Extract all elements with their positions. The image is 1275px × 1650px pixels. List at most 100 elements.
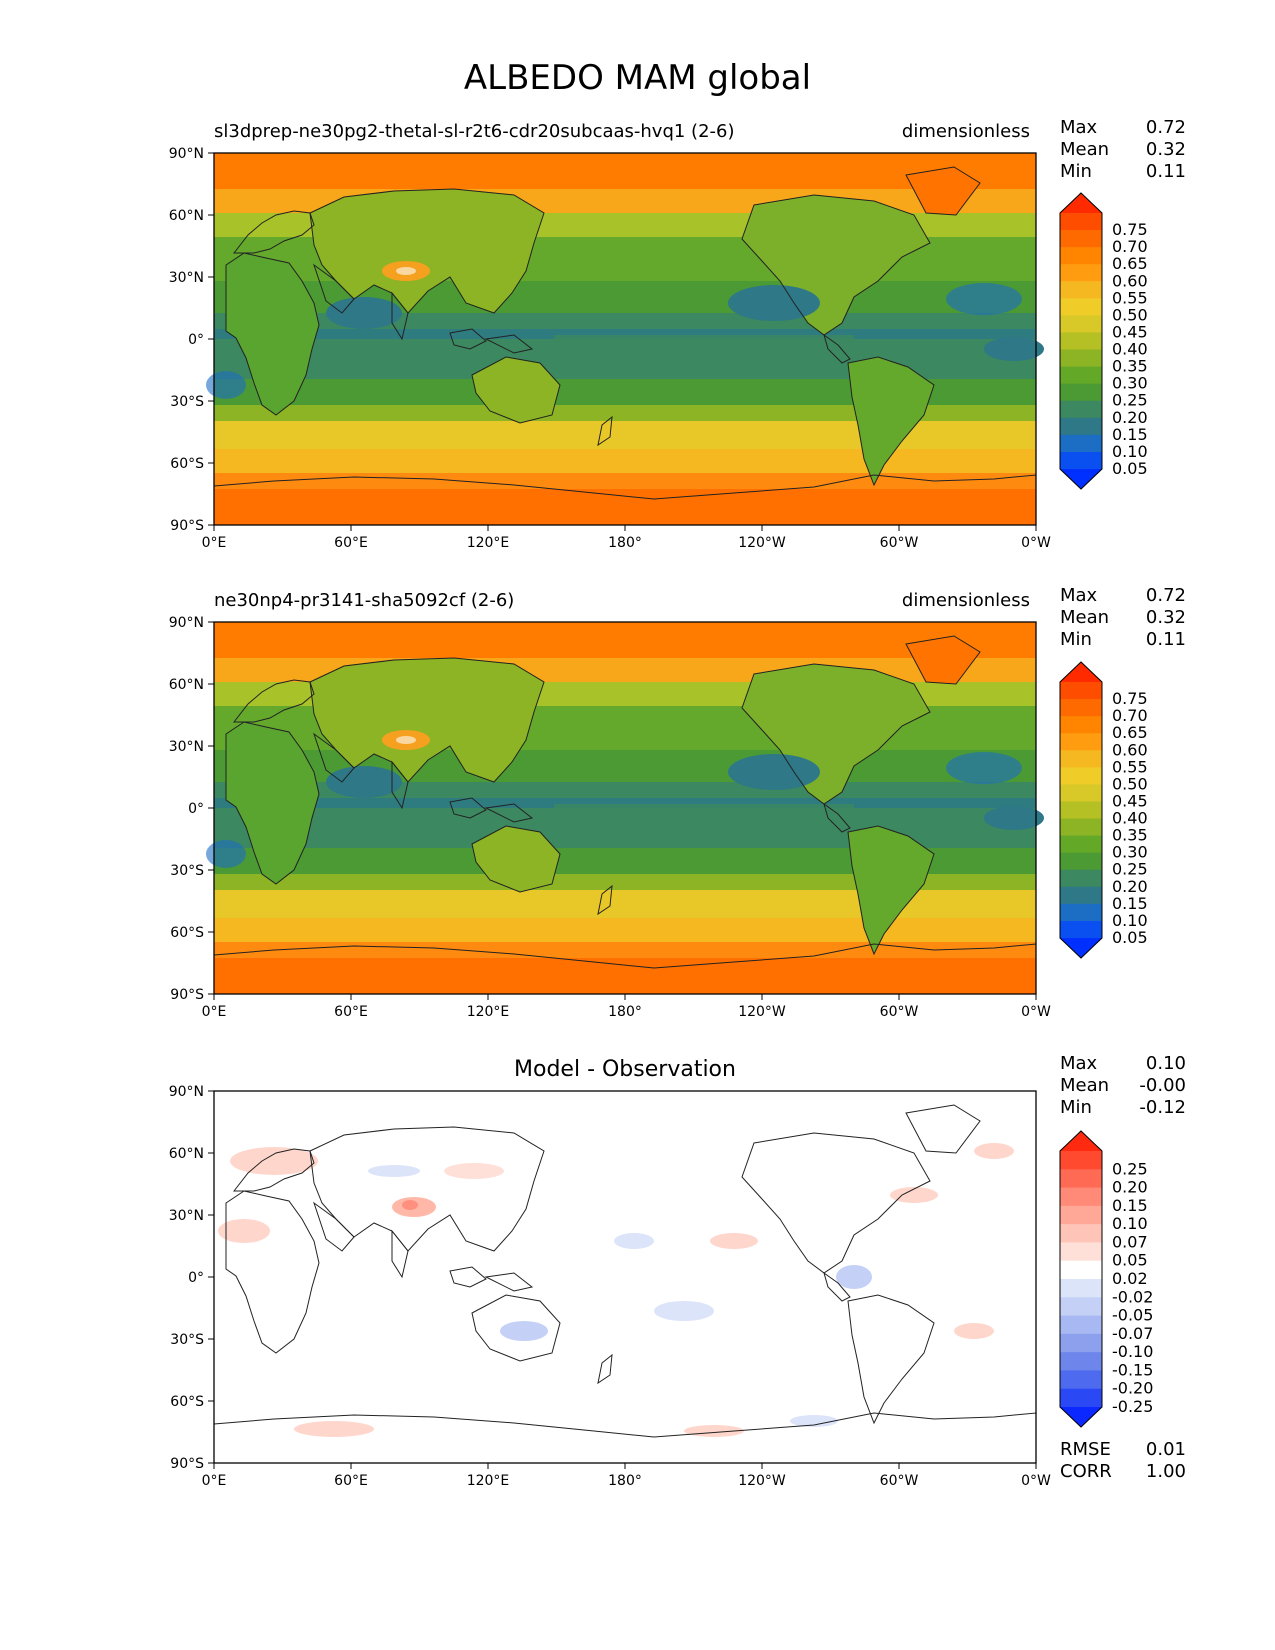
coastline (391, 1229, 409, 1279)
coastline (225, 721, 320, 885)
difference-anomaly (710, 1233, 758, 1249)
colorbar-segment (1060, 818, 1102, 837)
colorbar-tick-label: -0.10 (1112, 1342, 1153, 1361)
colorbar-segment (1060, 434, 1102, 453)
lon-tick-label: 120°E (467, 535, 510, 551)
albedo-band (214, 405, 1036, 421)
coastline (741, 1132, 931, 1274)
colorbar-segment (1060, 835, 1102, 854)
colorbar-segment (1060, 417, 1102, 436)
colorbar-tick-label: 0.55 (1112, 757, 1148, 776)
coastline (484, 1272, 534, 1292)
colorbar-tick-label: -0.02 (1112, 1287, 1153, 1306)
low-albedo-pool (326, 297, 402, 329)
coastline (741, 194, 931, 336)
colorbar-tick-label: 0.40 (1112, 340, 1148, 359)
stat-value: 0.11 (1145, 161, 1186, 182)
land-fill-africa (226, 253, 319, 415)
colorbar-tick-label: 0.40 (1112, 809, 1148, 828)
coastline (905, 166, 981, 216)
colorbar-segment (1060, 1315, 1102, 1335)
lon-tick-label: 180° (608, 535, 642, 551)
lon-tick-label: 0°W (1021, 1473, 1051, 1489)
colorbar-segment (1060, 767, 1102, 785)
lon-tick-label: 0°W (1021, 1004, 1051, 1020)
stat-label: Min (1060, 629, 1092, 650)
corr-value: 1.00 (1145, 1461, 1186, 1482)
colorbar-segment (1060, 1205, 1102, 1225)
albedo-band (214, 798, 1036, 808)
colorbar-segment (1060, 451, 1102, 470)
lat-tick-label: 60°N (169, 208, 204, 224)
colorbar-tick-label: 0.20 (1112, 408, 1148, 427)
colorbar-tick-label: -0.25 (1112, 1397, 1153, 1416)
difference-anomaly (890, 1187, 938, 1203)
lon-tick-label: 0°W (1021, 535, 1051, 551)
difference-anomaly (402, 1200, 418, 1210)
low-albedo-pool (206, 371, 246, 399)
difference-anomaly (444, 1163, 504, 1179)
land-fill-asia (310, 189, 544, 313)
coastline (597, 415, 613, 447)
coastline (232, 1148, 315, 1192)
land-fill-south-america (848, 826, 934, 954)
lat-tick-label: 60°N (169, 1146, 204, 1162)
tibet-peak (396, 736, 416, 744)
albedo-band (214, 473, 1036, 489)
colorbar-segment (1060, 1297, 1102, 1317)
panel-1-stats: Max 0.72 Mean 0.32 Min 0.11 (1060, 117, 1186, 183)
coastline (741, 663, 931, 805)
colorbar-segment (1060, 298, 1102, 316)
albedo-band (214, 489, 1036, 525)
albedo-band (214, 153, 1036, 189)
colorbar-extend-min (1060, 1407, 1102, 1427)
coastline (597, 884, 613, 916)
colorbar-segment (1060, 213, 1102, 231)
difference-anomaly (836, 1265, 872, 1289)
colorbar-segment (1060, 366, 1102, 385)
colorbar-outline (1059, 661, 1103, 959)
colorbar-tick-label: 0.15 (1112, 1196, 1148, 1215)
stat-label: Max (1060, 1053, 1098, 1074)
itcz-band (554, 335, 854, 341)
colorbar-tick-label: 0.25 (1112, 1159, 1148, 1178)
colorbar-extend-max (1060, 193, 1102, 213)
coastline (847, 356, 935, 487)
colorbar-outline (1059, 1130, 1103, 1428)
panel-2-colorbar: 0.750.700.650.600.550.500.450.400.350.30… (1059, 661, 1148, 959)
colorbar-segment (1060, 852, 1102, 871)
colorbar-segment (1060, 264, 1102, 282)
stat-label: Min (1060, 1097, 1092, 1118)
lon-tick-label: 60°E (334, 1004, 368, 1020)
colorbar-segment (1060, 903, 1102, 922)
rmse-label: RMSE (1060, 1439, 1111, 1460)
colorbar-segment (1060, 682, 1102, 700)
difference-anomaly (654, 1301, 714, 1321)
stat-value: 0.32 (1145, 139, 1186, 160)
colorbar-segment (1060, 383, 1102, 402)
albedo-band (214, 622, 1036, 658)
colorbar-segment (1060, 1260, 1102, 1280)
panel-3-stats: Max 0.10 Mean -0.00 Min -0.12 (1060, 1053, 1186, 1119)
coastline (471, 825, 561, 893)
difference-anomaly (368, 1165, 420, 1177)
panel-3-map: 90°N 60°N 30°N 0° 30°S 60°S 90°S0°E 60°E 120°E 18… (169, 1084, 1051, 1489)
coastline (484, 803, 534, 823)
colorbar-tick-label: 0.07 (1112, 1232, 1148, 1251)
colorbar-tick-label: 0.70 (1112, 706, 1148, 725)
difference-anomaly (230, 1147, 318, 1175)
coastline (823, 1271, 851, 1302)
colorbar-segment (1060, 886, 1102, 905)
lat-tick-label: 90°N (169, 1084, 204, 1100)
lon-tick-label: 60°W (880, 1473, 919, 1489)
low-albedo-pool (326, 766, 402, 798)
coastline (471, 1294, 561, 1362)
colorbar-tick-label: 0.60 (1112, 271, 1148, 290)
low-albedo-pool (728, 285, 820, 321)
stat-value: -0.00 (1139, 1075, 1186, 1096)
colorbar-tick-label: 0.05 (1112, 1251, 1148, 1270)
colorbar-segment (1060, 1187, 1102, 1207)
lon-tick-label: 180° (608, 1004, 642, 1020)
colorbar-tick-label: 0.25 (1112, 860, 1148, 879)
